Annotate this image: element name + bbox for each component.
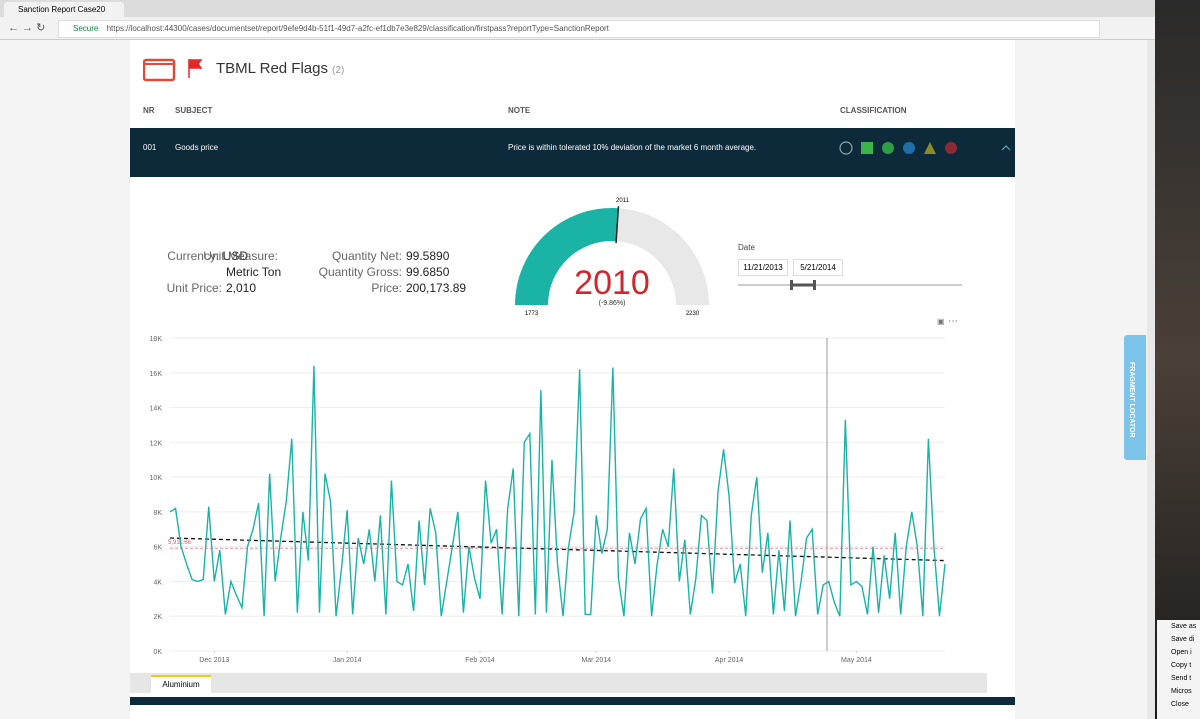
gauge-max: 2230 (686, 311, 700, 317)
x-tick-label: Apr 2014 (715, 657, 744, 664)
detail-label: Unit Price: (166, 281, 222, 295)
focus-icon[interactable]: ▣ (937, 317, 945, 326)
gauge-delta: (-9.86%) (599, 300, 626, 307)
detail-value: 99.6850 (406, 265, 450, 279)
chart-layer: ▣ ⋯ 2011 2010(-9.86%) 1773 2230 0K 2K 4K 6K 8K 10… (150, 198, 958, 664)
y-tick-label: 18K (150, 336, 163, 343)
column-header: CLASSIFICATION (840, 106, 907, 115)
detail-label: Unit Measure: (203, 249, 278, 263)
x-tick-label: Feb 2014 (465, 657, 495, 664)
gauge-value (515, 208, 618, 305)
detail-value: 2,010 (226, 281, 257, 295)
x-tick-label: Jan 2014 (333, 657, 362, 664)
date-start[interactable]: 11/21/2013 (738, 259, 788, 276)
menu-item[interactable]: Copy t (1171, 662, 1192, 669)
date-slider[interactable] (736, 278, 966, 292)
reference-label: 5,911.66 (168, 540, 192, 546)
detail-value: Metric Ton (226, 265, 282, 279)
header-icons (143, 58, 203, 82)
detail-value: USD (222, 249, 248, 263)
y-tick-label: 6K (153, 545, 162, 552)
date-label: Date (738, 243, 755, 252)
menu-item[interactable]: Save as (1171, 623, 1197, 630)
x-tick-label: Mar 2014 (581, 657, 611, 664)
next-row (130, 697, 1015, 705)
detail-label: Currency: (167, 249, 220, 263)
y-tick-label: 8K (153, 510, 162, 517)
tab-strip (130, 673, 987, 693)
url-field[interactable]: Secure https://localhost:44300/cases/doc… (58, 20, 1100, 38)
y-tick-label: 16K (150, 371, 163, 378)
y-tick-label: 14K (150, 406, 163, 413)
details-right-labels: Quantity Net: Quantity Gross: Price: (300, 248, 402, 296)
context-menu: Save as Save di Open i Copy t Send t Mic… (1157, 620, 1200, 719)
details-left-values: Metric Ton 2,010 (226, 248, 281, 296)
details-right-values: 99.5890 99.6850 200,173.89 (406, 248, 466, 296)
row-nr: 001 (143, 143, 157, 152)
menu-item[interactable]: Save di (1171, 636, 1195, 643)
classification-icons[interactable] (838, 140, 1013, 156)
detail-label: Price: (371, 281, 402, 295)
y-tick-label: 2K (153, 614, 162, 621)
detail-value: 99.5890 (406, 249, 450, 263)
gauge-min: 1773 (525, 311, 539, 317)
scrollbar[interactable] (1147, 40, 1155, 719)
secure-label: Secure (73, 24, 99, 33)
menu-item[interactable]: Micros (1171, 688, 1192, 695)
details-left: Unit Measure: (150, 248, 278, 264)
tab-bar (0, 0, 1155, 17)
menu-item[interactable]: Close (1171, 701, 1189, 708)
gauge-target (615, 206, 620, 244)
gauge-value-label: 2010 (574, 264, 650, 302)
more-icon[interactable]: ⋯ (948, 316, 958, 327)
gauge-target-label: 2011 (616, 198, 630, 204)
date-end[interactable]: 5/21/2014 (793, 259, 843, 276)
nav-buttons[interactable]: ← → ↻ (8, 22, 46, 34)
url-text: https://localhost:44300/cases/documentse… (106, 24, 609, 33)
title-count: (2) (332, 65, 345, 76)
column-header: NR (143, 106, 155, 115)
trend-line (169, 537, 946, 562)
row-subject: Goods price (175, 143, 219, 152)
menu-item[interactable]: Open i (1171, 649, 1192, 656)
row-note: Price is within tolerated 10% deviation … (508, 143, 757, 152)
browser-tab[interactable]: Sanction Report Case20 (4, 2, 124, 17)
data-line (169, 365, 946, 617)
title-text: TBML Red Flags (216, 60, 328, 77)
y-tick-label: 0K (153, 649, 162, 656)
details-left: Currency: USD (167, 248, 248, 264)
y-tick-label: 12K (150, 440, 163, 447)
x-tick-label: Dec 2013 (199, 657, 229, 664)
y-tick-label: 4K (153, 579, 162, 586)
column-header: NOTE (508, 106, 531, 115)
side-button-label: FRAGMENT LOCATOR (1128, 362, 1135, 438)
details-left: Unit Price: (150, 280, 222, 296)
page-tab[interactable]: Aluminium (151, 675, 211, 693)
detail-label: Quantity Net: (331, 249, 402, 263)
y-tick-label: 10K (150, 475, 163, 482)
column-header: SUBJECT (175, 106, 213, 115)
section-title: TBML Red Flags (2) (216, 60, 344, 77)
menu-item[interactable]: Send t (1171, 675, 1192, 682)
side-button[interactable] (1124, 335, 1146, 460)
detail-value: 200,173.89 (406, 281, 467, 295)
x-tick-label: May 2014 (841, 657, 872, 664)
desktop (1155, 0, 1200, 719)
detail-label: Quantity Gross: (318, 265, 402, 279)
